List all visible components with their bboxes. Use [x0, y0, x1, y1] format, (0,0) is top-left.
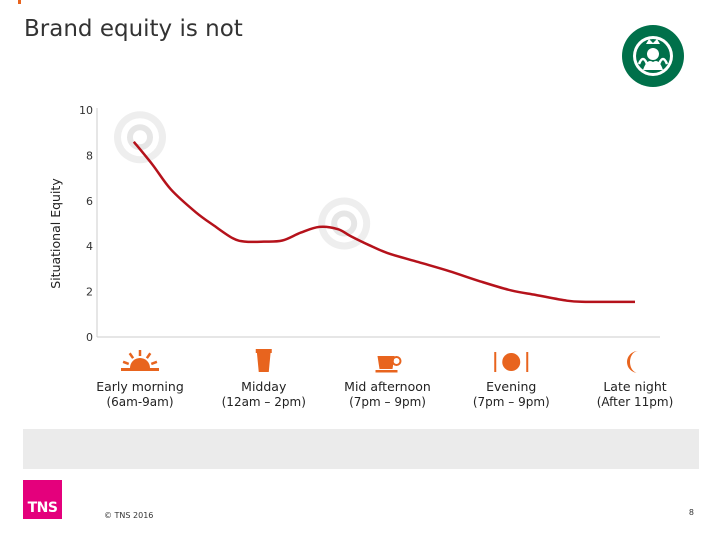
page-number: 8 — [688, 508, 694, 517]
y-tick-label: 4 — [86, 240, 93, 253]
y-tick-label: 8 — [86, 149, 93, 162]
corner-accent — [18, 0, 21, 4]
cup-icon — [255, 349, 272, 372]
tns-logo: TNS — [23, 480, 62, 519]
y-tick-label: 10 — [79, 104, 93, 117]
category-label: Midday — [241, 379, 287, 394]
category-time-range: (7pm – 9pm) — [349, 395, 426, 409]
crescent-moon-icon — [627, 351, 638, 373]
category-time-range: (12am – 2pm) — [221, 395, 306, 409]
starbucks-siren-logo — [622, 25, 684, 87]
y-tick-label: 0 — [86, 331, 93, 344]
category-label: Late night — [603, 379, 667, 394]
category-time-range: (6am-9am) — [106, 395, 174, 409]
slide-title: Brand equity is not — [24, 16, 243, 42]
coffee-cup-icon — [375, 356, 402, 373]
category-time-range: (After 11pm) — [596, 395, 674, 409]
sunrise-icon — [121, 350, 159, 371]
highlight-marker-center — [337, 216, 352, 231]
category-label: Mid afternoon — [344, 379, 431, 394]
series-line-situational-equity — [132, 140, 635, 304]
dinner-plate-icon — [494, 352, 529, 372]
footer-band — [23, 429, 699, 469]
y-tick-label: 2 — [86, 286, 93, 299]
copyright-text: © TNS 2016 — [104, 511, 154, 520]
highlight-marker-center — [133, 130, 147, 145]
y-tick-label: 6 — [86, 195, 93, 208]
y-axis-label: Situational Equity — [48, 178, 63, 289]
category-label: Early morning — [96, 379, 184, 394]
category-label: Evening — [486, 379, 537, 394]
category-time-range: (7pm – 9pm) — [472, 395, 550, 409]
